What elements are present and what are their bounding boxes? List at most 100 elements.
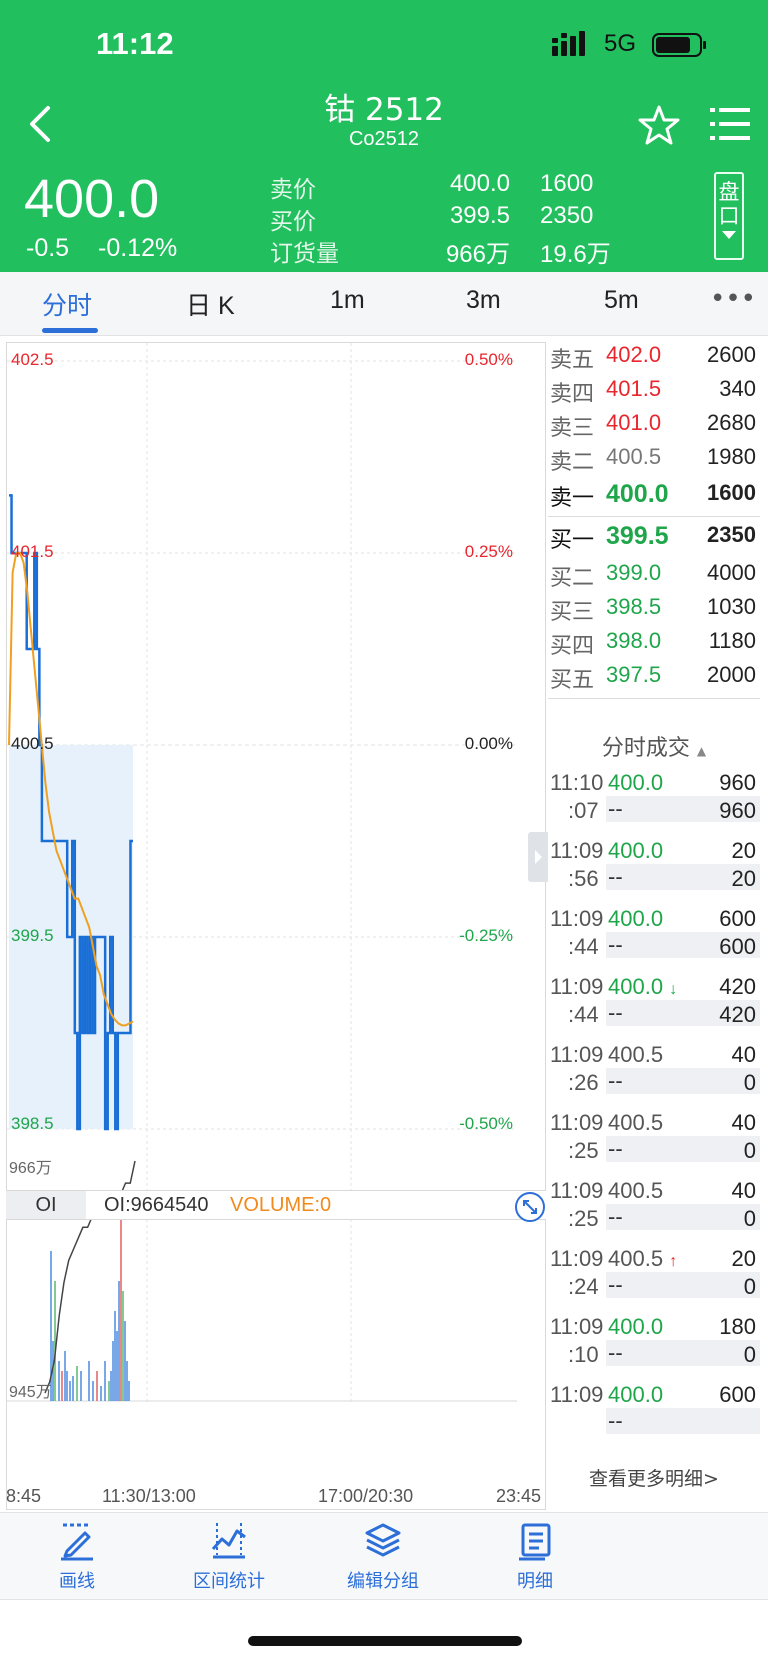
order-volume-row: 订货量 966万 19.6万 xyxy=(270,234,630,268)
trade-type: -- xyxy=(606,1068,760,1094)
quote-value: 966万 xyxy=(445,241,510,268)
ask-quote-row: 卖价 400.0 1600 xyxy=(270,170,630,203)
price-axis-label: 399.5 xyxy=(11,926,54,945)
bid-level-4[interactable]: 买四 398.0 1180 xyxy=(548,628,760,662)
quote-value: 400.0 xyxy=(449,170,510,197)
tab-daily-k[interactable]: 日 K xyxy=(186,292,235,320)
signal-icon xyxy=(552,31,585,56)
tab-3m[interactable]: 3m xyxy=(466,286,501,314)
expand-icon[interactable] xyxy=(514,1191,546,1223)
quote-qty: 1600 xyxy=(540,170,594,197)
pankou-label: 盘口 xyxy=(718,180,740,228)
ask-level-5[interactable]: 卖五 402.0 2600 xyxy=(548,342,760,376)
avg-price-line xyxy=(8,552,134,1027)
trade-price: 400.0 xyxy=(608,1382,663,1408)
level-volume: 2350 xyxy=(707,522,756,547)
trade-time: 11:09 xyxy=(550,974,604,999)
trade-type: -- xyxy=(606,1408,760,1434)
edit-group-button[interactable]: 编辑分组 xyxy=(328,1521,438,1593)
trade-row: 11:09:26 -- 400.5 40 0 xyxy=(548,1042,760,1106)
trade-oi-change: 20 xyxy=(731,866,756,891)
trade-volume: 600 xyxy=(719,1382,756,1407)
level-price: 401.5 xyxy=(606,376,662,401)
trade-volume: 40 xyxy=(731,1178,756,1203)
ask-level-4[interactable]: 卖四 401.5 340 xyxy=(548,376,760,410)
ask-level-1[interactable]: 卖一 400.0 1600 xyxy=(548,480,760,514)
trade-volume: 960 xyxy=(719,770,756,795)
price-axis-label: 400.5 xyxy=(11,734,54,753)
level-price: 398.0 xyxy=(606,628,662,653)
oi-value: OI:9664540 xyxy=(104,1194,209,1216)
chevron-right-icon xyxy=(535,850,542,864)
trade-price-value: 400.5 xyxy=(608,1110,664,1135)
bid-level-5[interactable]: 买五 397.5 2000 xyxy=(548,662,760,696)
bid-level-3[interactable]: 买三 398.5 1030 xyxy=(548,594,760,628)
list-menu-icon[interactable] xyxy=(710,104,750,144)
bid-level-2[interactable]: 买二 399.0 4000 xyxy=(548,560,760,594)
more-dots-icon[interactable]: ••• xyxy=(710,284,757,314)
level-label: 买三 xyxy=(550,600,595,625)
trade-row: 11:09:10 -- 400.0 180 0 xyxy=(548,1314,760,1378)
pankou-toggle[interactable]: 盘口 xyxy=(714,172,744,260)
trade-seconds: :10 xyxy=(568,1342,599,1367)
tab-1m[interactable]: 1m xyxy=(330,286,365,314)
quote-label: 卖价 xyxy=(270,177,316,203)
orderbook-divider xyxy=(548,698,760,699)
quote-label: 订货量 xyxy=(270,241,339,267)
trade-oi-change: 0 xyxy=(743,1274,756,1299)
pct-axis-label: -0.50% xyxy=(459,1114,513,1133)
trade-price: 400.5 ↑ xyxy=(608,1246,677,1272)
trades-title-label: 分时成交 xyxy=(601,736,690,761)
trade-row: 11:10:07 -- 400.0 960 960 xyxy=(548,770,760,834)
level-price: 399.0 xyxy=(606,560,662,585)
indicator-bar: OI OI:9664540 VOLUME:0 xyxy=(6,1190,546,1223)
level-volume: 4000 xyxy=(707,560,756,585)
pen-line-icon xyxy=(61,1523,93,1561)
level-volume: 2000 xyxy=(707,662,756,687)
level-label: 卖三 xyxy=(550,416,595,441)
quote-label: 买价 xyxy=(270,209,316,235)
tab-intraday[interactable]: 分时 xyxy=(42,291,93,320)
volume-value: VOLUME:0 xyxy=(230,1194,332,1216)
trade-time: 11:09 xyxy=(550,1314,604,1339)
trade-row: 11:09 -- 400.0 600 xyxy=(548,1382,760,1446)
trade-price-value: 400.0 xyxy=(608,906,664,931)
quote-qty: 2350 xyxy=(540,202,594,229)
range-stats-button[interactable]: 区间统计 xyxy=(174,1521,284,1593)
intraday-chart[interactable]: 402.5 0.50% 401.5 0.25% 400.5 0.00% 399.5 -0.25… xyxy=(6,342,546,1510)
more-detail-link[interactable]: 查看更多明细> xyxy=(589,1468,719,1490)
trade-volume: 40 xyxy=(731,1110,756,1135)
back-arrow-icon[interactable] xyxy=(22,102,62,146)
quote-header: 11:12 5G 钴 2512 Co2512 400.0 -0.5 -0.12%… xyxy=(0,0,768,272)
trade-seconds: :25 xyxy=(568,1206,599,1231)
draw-line-button[interactable]: 画线 xyxy=(22,1521,132,1593)
bid-level-1[interactable]: 买一 399.5 2350 xyxy=(548,522,760,556)
price-axis-label: 398.5 xyxy=(11,1114,54,1133)
oi-tab[interactable]: OI xyxy=(6,1191,86,1219)
trade-price-value: 400.5 xyxy=(608,1246,664,1271)
trade-price: 400.5 xyxy=(608,1042,663,1068)
ask-level-3[interactable]: 卖三 401.0 2680 xyxy=(548,410,760,444)
trade-time: 11:09 xyxy=(550,1178,604,1203)
trade-type: -- xyxy=(606,1000,760,1026)
tab-5m[interactable]: 5m xyxy=(604,286,639,314)
trade-row: 11:09:56 -- 400.0 20 20 xyxy=(548,838,760,902)
star-icon[interactable] xyxy=(638,104,680,146)
level-price: 401.0 xyxy=(606,410,662,435)
bid-quote-row: 买价 399.5 2350 xyxy=(270,202,630,235)
trade-time: 11:09 xyxy=(550,1382,604,1407)
level-label: 买四 xyxy=(550,634,595,659)
ask-level-2[interactable]: 卖二 400.5 1980 xyxy=(548,444,760,478)
level-price: 402.0 xyxy=(606,342,662,367)
level-price: 397.5 xyxy=(606,662,662,687)
side-collapse-handle[interactable] xyxy=(528,832,548,882)
level-volume: 1600 xyxy=(707,480,756,505)
detail-button[interactable]: 明细 xyxy=(480,1521,590,1593)
trade-type: -- xyxy=(606,864,760,890)
trade-seconds: :25 xyxy=(568,1138,599,1163)
contract-title: 钴 2512 xyxy=(324,92,444,128)
trades-title[interactable]: 分时成交 ▲ xyxy=(548,730,760,762)
price-axis-label: 401.5 xyxy=(11,542,54,561)
last-price: 400.0 xyxy=(24,169,160,229)
level-volume: 1980 xyxy=(707,444,756,469)
